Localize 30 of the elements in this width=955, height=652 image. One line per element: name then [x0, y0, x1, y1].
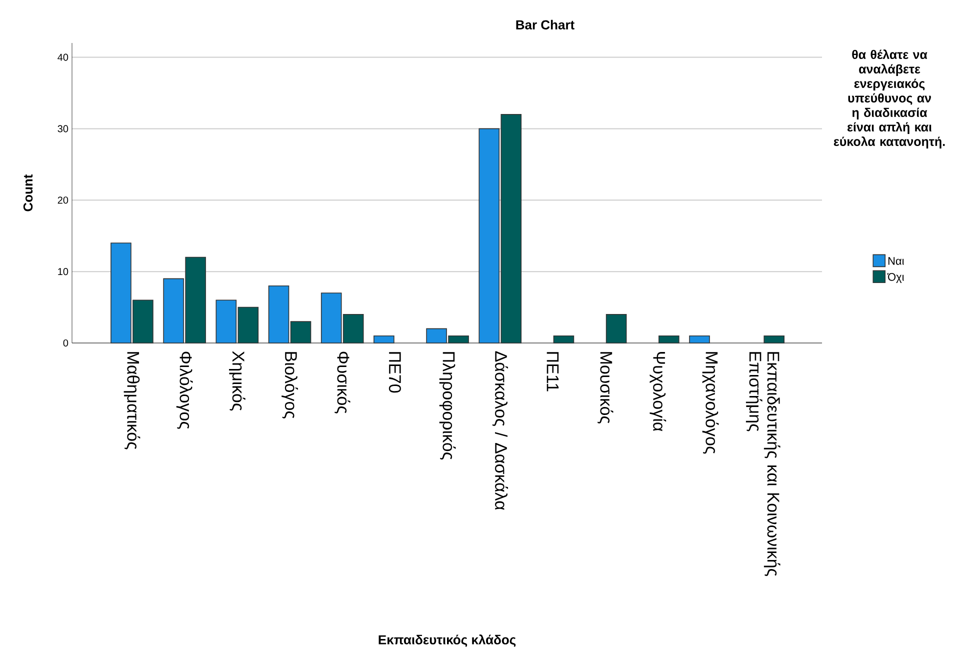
- bar: [606, 314, 627, 344]
- x-tick-label: Εκπαιδευτικής και Κοινωνικής Επιστήμης: [746, 352, 780, 576]
- legend-title: θα θέλατε να αναλάβετε ενεργειακός υπεύθυνος αν η διαδικασία είναι απλή και εύκολα κατανοητή.: [834, 50, 945, 148]
- y-axis-title: Count: [23, 174, 33, 212]
- x-tick-label: Χημικός: [228, 351, 246, 411]
- bar: [764, 335, 784, 344]
- bar: [689, 335, 710, 344]
- x-tick-label: Βιολόγος: [282, 352, 298, 418]
- y-tick-label: 0: [63, 339, 68, 347]
- x-tick-label: Φιλόλογος: [176, 352, 193, 429]
- legend-label: Όχι: [887, 273, 904, 283]
- x-tick-label: Φυσικός: [334, 352, 350, 414]
- x-tick-label: Δάσκαλος / Δασκάλα: [492, 351, 508, 510]
- x-axis-title: Εκπαιδευτικός κλάδος: [378, 634, 516, 647]
- y-tick-label: 10: [58, 268, 68, 276]
- x-tick-label: Πληροφορικός: [439, 352, 456, 460]
- x-tick-label: Μαθηματικός: [124, 352, 140, 450]
- x-tick-label: Μουσικός: [597, 352, 614, 424]
- bar: [374, 335, 394, 344]
- y-tick-label: 20: [58, 196, 68, 204]
- x-tick-label: ΠΕ70: [388, 352, 401, 393]
- y-tick-label: 40: [58, 54, 68, 61]
- x-tick-label: Ψυχολογία: [650, 352, 666, 432]
- legend-label: Ναι: [888, 257, 904, 265]
- bar: [553, 335, 574, 344]
- chart-title: Bar Chart: [516, 20, 574, 30]
- y-tick-label: 30: [58, 125, 68, 132]
- x-tick-label: Μηχανολόγος: [702, 352, 719, 454]
- bar: [658, 335, 680, 344]
- x-tick-label: ΠΕ11: [546, 352, 559, 392]
